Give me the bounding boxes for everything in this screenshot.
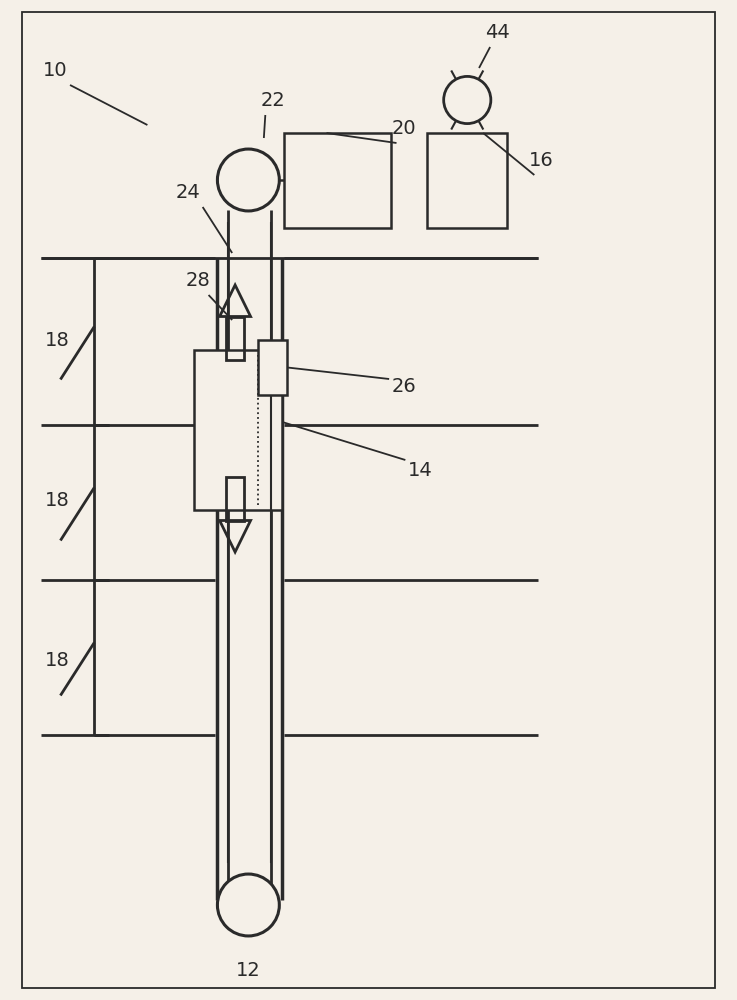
Circle shape bbox=[217, 149, 279, 211]
Text: 26: 26 bbox=[391, 377, 416, 396]
Text: 16: 16 bbox=[529, 150, 554, 169]
Text: 12: 12 bbox=[236, 960, 261, 980]
Text: 18: 18 bbox=[45, 490, 70, 510]
Text: 44: 44 bbox=[485, 22, 510, 41]
Text: 18: 18 bbox=[45, 650, 70, 670]
Circle shape bbox=[217, 874, 279, 936]
Circle shape bbox=[444, 76, 491, 124]
Bar bbox=[427, 133, 507, 228]
Bar bbox=[258, 340, 287, 395]
Bar bbox=[284, 133, 391, 228]
Text: 10: 10 bbox=[43, 60, 68, 80]
Text: 22: 22 bbox=[260, 91, 285, 109]
Text: 20: 20 bbox=[391, 118, 416, 137]
Bar bbox=[194, 350, 282, 510]
Text: 28: 28 bbox=[185, 270, 210, 290]
Text: 24: 24 bbox=[175, 182, 200, 202]
Text: 14: 14 bbox=[408, 460, 433, 480]
Text: 18: 18 bbox=[45, 330, 70, 350]
